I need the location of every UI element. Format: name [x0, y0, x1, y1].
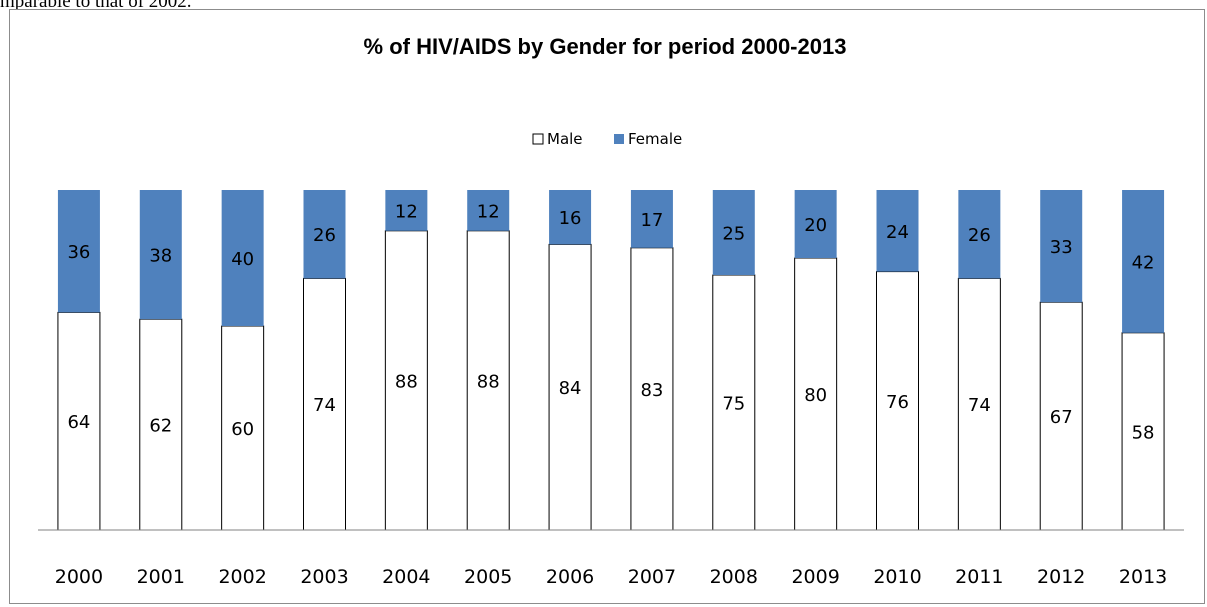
data-label-female-2009: 20 — [804, 215, 827, 236]
bar-female-2003 — [303, 190, 346, 279]
bar-male-2006 — [548, 243, 592, 531]
bars-group: 36 64 38 62 40 60 26 74 12 88 12 88 16 84 17 83 25 75 20 80… — [57, 190, 1165, 531]
bar-male-2004 — [384, 230, 428, 531]
data-label-female-2011: 26 — [968, 225, 991, 246]
x-tick-2001: 2001 — [137, 566, 185, 588]
x-tick-2011: 2011 — [955, 566, 1003, 588]
data-label-male-2009: 80 — [804, 385, 827, 406]
x-tick-2003: 2003 — [300, 566, 348, 588]
data-label-male-2000: 64 — [67, 412, 90, 433]
data-label-female-2003: 26 — [313, 225, 336, 246]
x-tick-2009: 2009 — [791, 566, 839, 588]
data-label-male-2005: 88 — [477, 371, 500, 392]
x-tick-2004: 2004 — [382, 566, 430, 588]
bar-female-2010 — [876, 190, 919, 272]
x-tick-2012: 2012 — [1037, 566, 1085, 588]
data-label-female-2000: 36 — [67, 242, 90, 263]
bar-male-2000 — [57, 311, 101, 531]
bar-female-2012 — [1040, 190, 1083, 303]
x-tick-2010: 2010 — [873, 566, 921, 588]
data-label-female-2006: 16 — [559, 208, 582, 229]
legend-swatch-male — [532, 133, 544, 145]
data-label-male-2008: 75 — [722, 394, 745, 415]
bar-female-2007 — [630, 190, 673, 248]
data-label-female-2012: 33 — [1050, 237, 1073, 258]
data-label-male-2012: 67 — [1050, 407, 1073, 428]
legend-swatch-female — [614, 134, 624, 144]
data-label-male-2007: 83 — [640, 380, 663, 401]
data-label-male-2002: 60 — [231, 419, 254, 440]
bar-male-2011 — [957, 277, 1001, 531]
chart-frame: % of HIV/AIDS by Gender for period 2000-… — [9, 9, 1205, 604]
bar-female-2006 — [549, 190, 592, 245]
bar-male-2010 — [876, 271, 919, 531]
data-label-male-2013: 58 — [1132, 422, 1155, 443]
x-tick-2006: 2006 — [546, 566, 594, 588]
data-label-male-2001: 62 — [149, 416, 172, 437]
bar-female-2004 — [385, 190, 428, 231]
stacked-bar-chart: % of HIV/AIDS by Gender for period 2000-… — [38, 34, 1184, 588]
data-label-female-2007: 17 — [640, 210, 663, 231]
chart-title: % of HIV/AIDS by Gender for period 2000-… — [364, 34, 847, 59]
data-label-female-2005: 12 — [477, 201, 500, 222]
data-label-male-2006: 84 — [559, 378, 582, 399]
data-label-male-2011: 74 — [968, 395, 991, 416]
x-tick-labels: 2000 2001 2002 2003 2004 2005 2006 2007 2008 2009… — [55, 566, 1168, 588]
bar-female-2001 — [139, 190, 182, 320]
legend-label-female: Female — [628, 130, 682, 148]
bar-female-2009 — [794, 190, 837, 258]
data-label-female-2008: 25 — [722, 224, 745, 245]
legend-label-male: Male — [547, 130, 583, 148]
data-label-female-2010: 24 — [886, 222, 909, 243]
bar-male-2005 — [466, 230, 510, 531]
bar-female-2011 — [958, 190, 1001, 279]
data-label-male-2010: 76 — [886, 392, 909, 413]
bar-male-2001 — [139, 318, 183, 531]
data-label-female-2002: 40 — [231, 249, 254, 270]
data-label-male-2004: 88 — [395, 371, 418, 392]
x-tick-2008: 2008 — [710, 566, 758, 588]
data-label-male-2003: 74 — [313, 395, 336, 416]
x-tick-2007: 2007 — [628, 566, 676, 588]
bar-female-2013 — [1122, 190, 1165, 333]
x-tick-2002: 2002 — [218, 566, 266, 588]
bar-male-2003 — [303, 277, 346, 531]
bar-female-2008 — [712, 190, 755, 275]
data-label-female-2004: 12 — [395, 201, 418, 222]
legend: Male Female — [532, 130, 682, 148]
x-tick-2013: 2013 — [1119, 566, 1167, 588]
bar-male-2013 — [1121, 332, 1165, 531]
bar-female-2005 — [467, 190, 510, 231]
x-tick-2005: 2005 — [464, 566, 512, 588]
data-label-female-2001: 38 — [149, 246, 172, 267]
x-tick-2000: 2000 — [55, 566, 103, 588]
bar-female-2002 — [221, 190, 264, 326]
data-label-female-2013: 42 — [1132, 252, 1155, 273]
bar-female-2000 — [57, 190, 100, 313]
bar-male-2007 — [630, 247, 674, 531]
bar-male-2009 — [794, 257, 838, 531]
